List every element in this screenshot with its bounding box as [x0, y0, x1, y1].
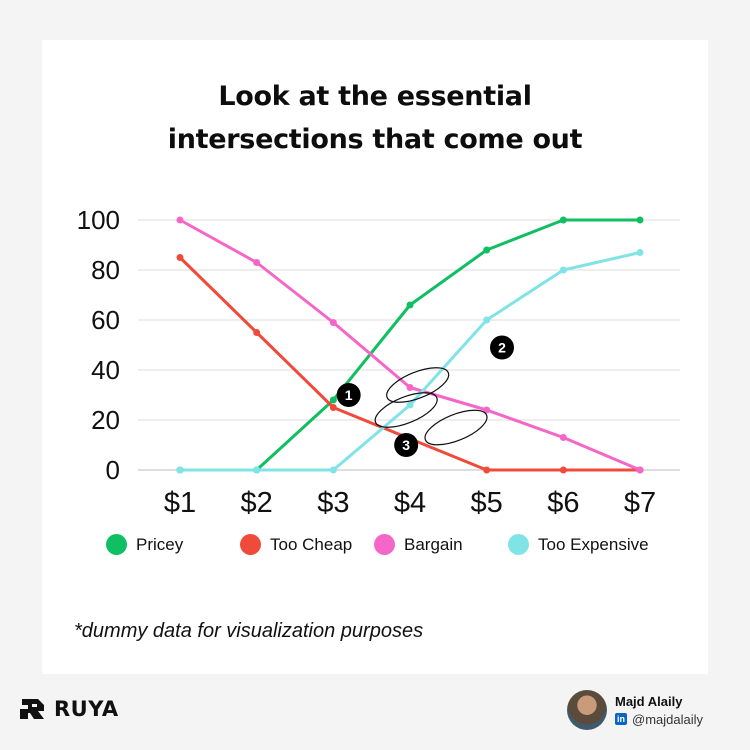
- author-badge[interactable]: Majd Alaily in @majdalaily: [567, 690, 703, 730]
- legend-label-pricey: Pricey: [136, 534, 184, 554]
- y-tick-label-80: 80: [91, 255, 120, 285]
- data-point-too-expensive-4: [483, 316, 491, 324]
- data-point-pricey-4: [483, 246, 491, 254]
- x-tick-label-1: $2: [241, 487, 273, 519]
- footnote: *dummy data for visualization purposes: [74, 620, 424, 642]
- y-tick-label-0: 0: [106, 455, 120, 485]
- title-line-2: intersections that come out: [167, 124, 583, 155]
- annotation-number-1: 1: [345, 387, 353, 403]
- data-point-too-cheap-1: [253, 329, 261, 336]
- data-point-too-cheap-5: [559, 466, 567, 474]
- legend-label-too-cheap: Too Cheap: [270, 534, 353, 554]
- annotation-badge-2: [490, 335, 514, 360]
- y-tick-label-60: 60: [91, 305, 120, 335]
- data-point-bargain-3: [406, 384, 414, 391]
- title-line-1: Look at the essential: [218, 81, 532, 112]
- legend-swatch-bargain: [374, 534, 395, 555]
- y-tick-label-100: 100: [77, 205, 120, 235]
- chart-card: Look at the essential intersections that…: [42, 40, 708, 674]
- data-point-pricey-3: [406, 301, 414, 309]
- linkedin-icon: in: [615, 713, 627, 725]
- data-point-bargain-2: [329, 319, 337, 326]
- data-point-too-expensive-0: [176, 466, 184, 474]
- ruya-logo-icon: [20, 699, 44, 719]
- data-point-bargain-4: [483, 406, 491, 414]
- x-tick-label-2: $3: [317, 487, 349, 519]
- data-point-too-cheap-4: [483, 466, 491, 474]
- data-point-bargain-6: [636, 466, 644, 474]
- x-tick-label-5: $6: [547, 487, 579, 519]
- data-point-pricey-2: [329, 396, 337, 404]
- annotation-number-3: 3: [402, 437, 410, 453]
- data-point-too-cheap-2: [329, 404, 337, 411]
- data-point-bargain-0: [176, 216, 184, 224]
- legend-item-too-expensive: Too Expensive: [508, 534, 649, 555]
- author-handle: @majdalaily: [632, 711, 703, 727]
- author-name: Majd Alaily: [615, 693, 683, 709]
- data-point-too-cheap-0: [176, 254, 184, 261]
- legend-swatch-pricey: [106, 534, 127, 555]
- annotation-badge-1: [336, 383, 361, 407]
- brand-name: RUYA: [54, 697, 119, 721]
- brand[interactable]: RUYA: [18, 697, 119, 721]
- y-tick-label-40: 40: [91, 355, 120, 385]
- data-point-too-expensive-5: [559, 266, 567, 274]
- annotation-badge-3: [394, 433, 419, 457]
- legend-label-bargain: Bargain: [404, 534, 463, 554]
- author-avatar: [567, 690, 607, 730]
- data-point-pricey-6: [636, 216, 644, 224]
- series-line-bargain: [179, 218, 641, 472]
- legend-label-too-expensive: Too Expensive: [538, 534, 649, 554]
- data-point-too-expensive-2: [329, 466, 337, 474]
- x-tick-label-4: $5: [471, 487, 503, 519]
- data-point-bargain-1: [253, 259, 261, 266]
- legend-item-pricey: Pricey: [106, 534, 183, 555]
- line-chart: 0 20 40 60 80 100 $1 $2 $3 $4 $5 $6 $7 1 2 3: [77, 205, 680, 519]
- y-tick-label-20: 20: [91, 405, 120, 435]
- legend-item-bargain: Bargain: [374, 534, 463, 555]
- x-tick-label-3: $4: [394, 487, 426, 519]
- legend-swatch-too-cheap: [240, 534, 261, 555]
- annotation-ring-2: [386, 367, 450, 403]
- x-tick-label-6: $7: [624, 487, 656, 519]
- data-point-pricey-5: [559, 216, 567, 224]
- chart-title: Look at the essential intersections that…: [42, 75, 708, 161]
- annotation-ring-1: [374, 392, 438, 428]
- data-point-too-expensive-1: [253, 466, 261, 474]
- annotation-ring-3: [424, 409, 488, 446]
- legend-swatch-too-expensive: [508, 534, 529, 555]
- legend-item-too-cheap: Too Cheap: [240, 534, 352, 555]
- data-point-too-expensive-6: [636, 249, 644, 256]
- data-point-too-expensive-3: [406, 401, 414, 409]
- data-point-bargain-5: [559, 434, 567, 441]
- annotation-number-2: 2: [498, 340, 506, 356]
- x-tick-label-0: $1: [164, 487, 196, 519]
- author-handle-row[interactable]: in @majdalaily: [615, 712, 703, 727]
